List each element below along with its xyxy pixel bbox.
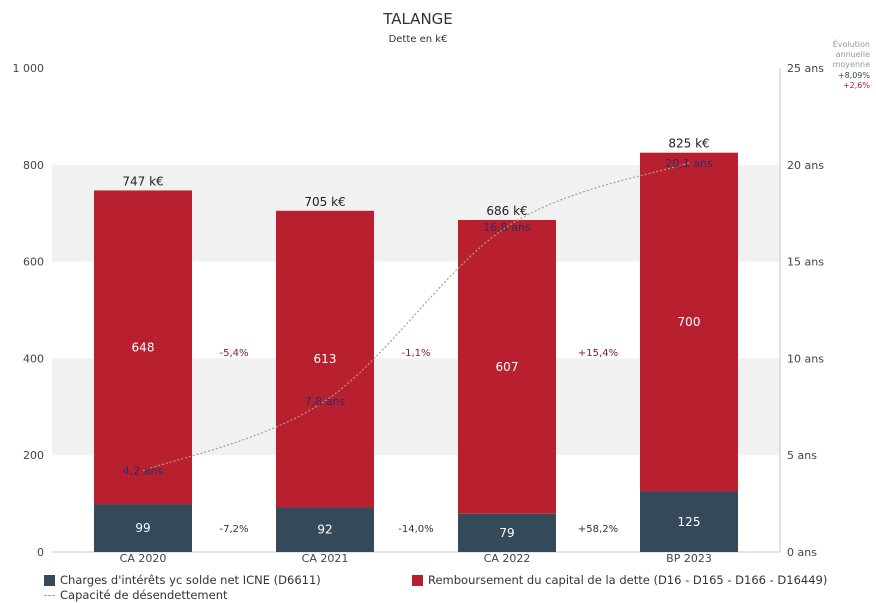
- chart: TALANGE Dette en k€ 0 200 400 600 800 1 000 0…: [13, 10, 871, 565]
- bar-total-label: 747 k€: [122, 174, 163, 188]
- bar-total-label: 686 k€: [486, 204, 527, 218]
- change-capital: +15,4%: [578, 348, 618, 359]
- bar-interest: [276, 507, 374, 552]
- legend-item-capacity: Capacité de désendettement: [44, 588, 228, 602]
- y-left-tick-label: 1 000: [13, 62, 45, 75]
- bar-capital-label: 648: [132, 340, 155, 354]
- x-tick-label: BP 2023: [666, 552, 712, 565]
- legend-swatch-interest: [44, 574, 55, 586]
- bar-interest: [640, 491, 738, 552]
- capacity-point-label: 16,8 ans: [483, 221, 531, 234]
- annual-evolution: Évolution annuelle moyenne +8,09% +2,6%: [833, 38, 871, 90]
- change-capital: -5,4%: [219, 348, 248, 359]
- y-right-tick-label: 15 ans: [787, 256, 824, 269]
- capacity-line-path: [142, 162, 690, 472]
- y-left-tick-label: 800: [23, 159, 44, 172]
- x-tick-label: CA 2022: [484, 552, 531, 565]
- legend-swatch-capital: [412, 574, 423, 586]
- legend-item-capital: Remboursement du capital de la dette (D1…: [412, 573, 827, 587]
- bar-interest: [94, 504, 192, 552]
- x-tick-label: CA 2020: [120, 552, 167, 565]
- bar-capital: [640, 152, 738, 492]
- change-capital: -1,1%: [401, 348, 430, 359]
- legend: Charges d'intérêts yc solde net ICNE (D6…: [20, 569, 870, 603]
- bar-capital: [276, 210, 374, 508]
- bar-capital-label: 700: [678, 315, 701, 329]
- annual-evolution-interest: +8,09%: [838, 71, 871, 80]
- bar-total-label: 825 k€: [668, 137, 709, 151]
- x-tick-label: CA 2021: [302, 552, 349, 565]
- bar-capital-label: 607: [496, 360, 519, 374]
- y-right-tick-label: 25 ans: [787, 62, 824, 75]
- legend-swatch-capacity: [44, 594, 55, 596]
- y-right-tick-label: 0 ans: [787, 546, 817, 559]
- legend-label-capacity: Capacité de désendettement: [60, 588, 228, 602]
- y-left-tick-label: 600: [23, 256, 44, 269]
- y-right-tick-label: 10 ans: [787, 352, 824, 365]
- x-axis-labels: CA 2020 CA 2021 CA 2022 BP 2023: [120, 552, 712, 565]
- bar-interest-label: 92: [317, 523, 332, 537]
- change-interest: +58,2%: [578, 524, 618, 535]
- y-right-tick-label: 5 ans: [787, 449, 817, 462]
- y-axis-left: 0 200 400 600 800 1 000: [13, 62, 45, 559]
- bar-capital: [94, 190, 192, 505]
- bar-interest-label: 79: [499, 526, 514, 540]
- bar-total-label: 705 k€: [304, 195, 345, 209]
- capacity-point-label: 4,2 ans: [123, 465, 164, 478]
- legend-item-interest: Charges d'intérêts yc solde net ICNE (D6…: [44, 573, 321, 587]
- legend-label-capital: Remboursement du capital de la dette (D1…: [428, 573, 828, 587]
- bar-interest-label: 125: [678, 515, 701, 529]
- chart-title: TALANGE: [382, 10, 453, 28]
- bar-interest-label: 99: [135, 521, 150, 535]
- annual-evolution-title-1: Évolution: [833, 38, 870, 49]
- chart-subtitle: Dette en k€: [389, 34, 448, 45]
- y-axis-right: 0 ans 5 ans 10 ans 15 ans 20 ans 25 ans: [787, 62, 824, 559]
- change-labels: -5,4% -7,2% -1,1% -14,0% +15,4% +58,2%: [219, 348, 618, 535]
- y-left-tick-label: 400: [23, 352, 44, 365]
- annual-evolution-title-2: annuelle: [836, 50, 870, 59]
- annual-evolution-title-3: moyenne: [833, 60, 870, 69]
- y-right-tick-label: 20 ans: [787, 159, 824, 172]
- bar-capital-label: 613: [314, 352, 337, 366]
- bar-capital: [458, 219, 556, 514]
- capacity-line: 4,2 ans 7,8 ans 16,8 ans 20,1 ans: [123, 157, 713, 478]
- capacity-point-label: 7,8 ans: [305, 395, 346, 408]
- capacity-point-label: 20,1 ans: [665, 157, 713, 170]
- change-interest: -7,2%: [219, 524, 248, 535]
- y-left-tick-label: 200: [23, 449, 44, 462]
- legend-label-interest: Charges d'intérêts yc solde net ICNE (D6…: [60, 573, 321, 587]
- bars: 99 648 747 k€ 92 613 705 k€ 79 607 686 k€ 125 700 8…: [94, 137, 738, 552]
- bar-interest: [458, 513, 556, 552]
- y-left-tick-label: 0: [37, 546, 44, 559]
- change-interest: -14,0%: [398, 524, 433, 535]
- annual-evolution-capital: +2,6%: [843, 81, 870, 90]
